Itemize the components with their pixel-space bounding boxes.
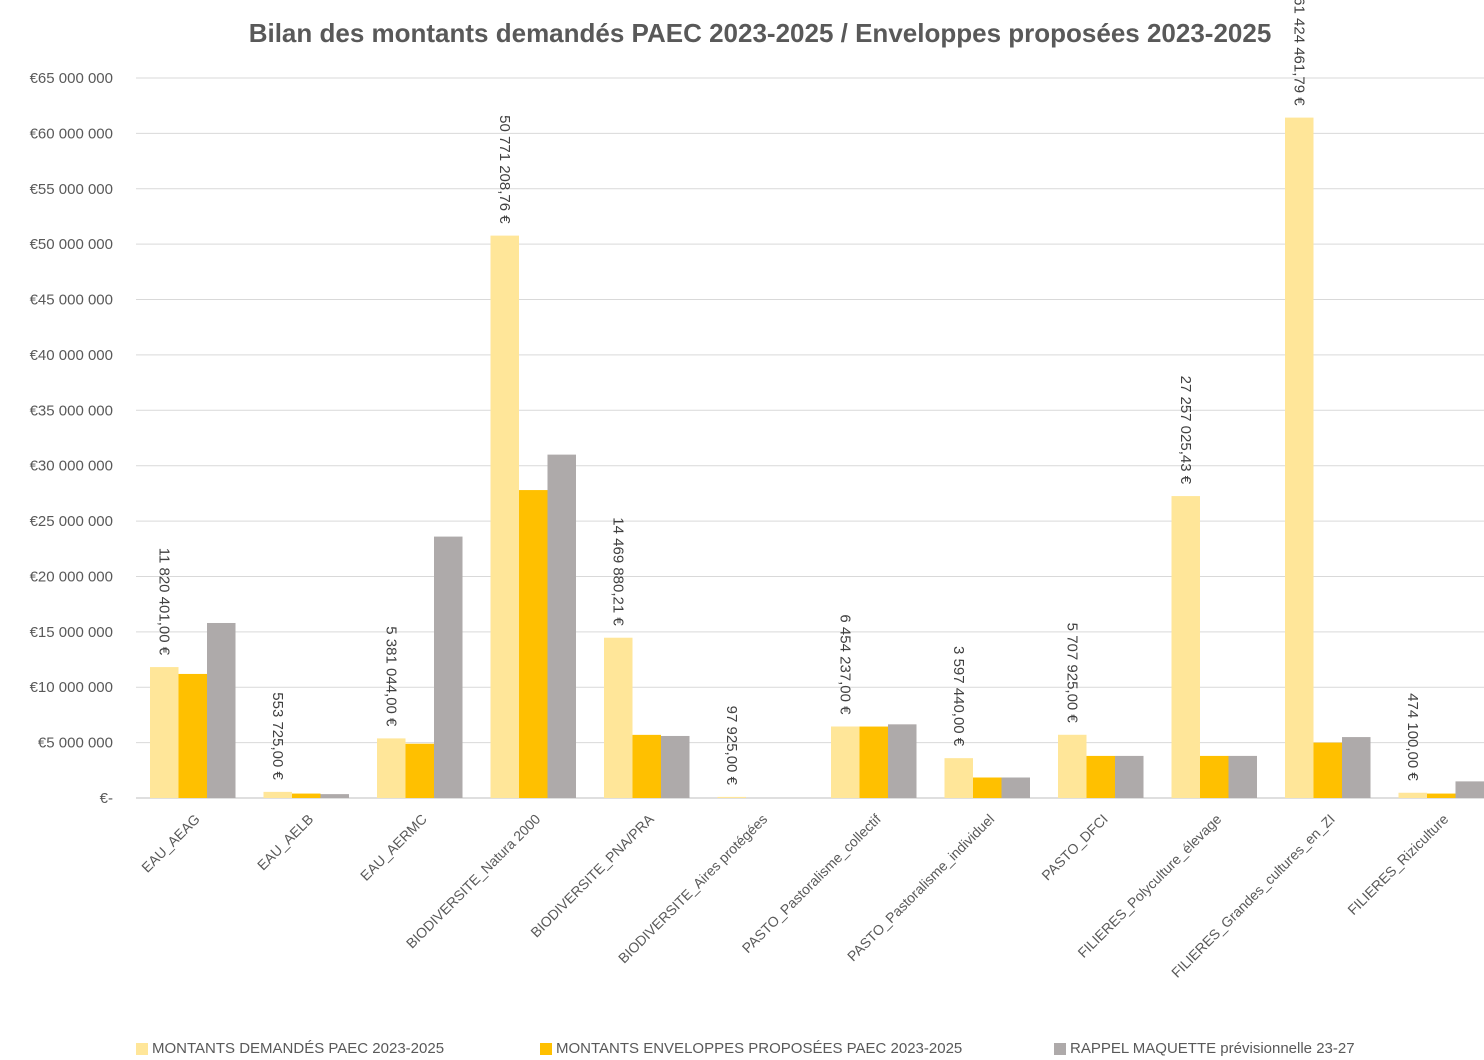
bar — [377, 738, 406, 798]
data-label: 5 381 044,00 € — [382, 626, 399, 727]
chart-title: Bilan des montants demandés PAEC 2023-20… — [249, 18, 1272, 48]
bar — [831, 726, 860, 798]
bar — [292, 793, 321, 798]
bar — [888, 724, 917, 798]
bar — [1001, 777, 1030, 798]
bar — [604, 637, 633, 798]
legend-label-enveloppes: MONTANTS ENVELOPPES PROPOSÉES PAEC 2023-… — [556, 1040, 963, 1057]
bar — [490, 235, 519, 799]
legend-label-demandes: MONTANTS DEMANDÉS PAEC 2023-2025 — [152, 1040, 445, 1057]
legend-swatch-demandes — [136, 1042, 148, 1055]
x-tick-label: BIODIVERSITE_PNA/PRA — [527, 810, 657, 940]
data-labels: 11 820 401,00 € 553 725,00 € 5 381 044,00 … — [155, 0, 1421, 786]
bar — [944, 758, 973, 798]
bar — [1342, 737, 1371, 798]
y-tick-label: €55 000 000 — [30, 181, 113, 198]
data-label: 61 424 461,79 € — [1290, 0, 1307, 106]
legend-label-maquette: RAPPEL MAQUETTE prévisionnelle 23-27 — [1070, 1040, 1355, 1057]
bars — [150, 117, 1484, 799]
bar — [1427, 793, 1456, 798]
data-label: 6 454 237,00 € — [836, 614, 853, 715]
bar — [405, 743, 434, 798]
bar — [1115, 755, 1144, 798]
bar — [1285, 117, 1314, 799]
x-tick-label: EAU_AELB — [254, 811, 316, 873]
y-tick-label: €40 000 000 — [30, 347, 113, 364]
legend-item-maquette: RAPPEL MAQUETTE prévisionnelle 23-27 — [1054, 1040, 1355, 1057]
legend-swatch-maquette — [1054, 1042, 1066, 1055]
data-label: 474 100,00 € — [1404, 693, 1421, 781]
y-tick-label: €15 000 000 — [30, 624, 113, 641]
bar — [859, 726, 888, 798]
bar — [661, 735, 690, 798]
data-label: 3 597 440,00 € — [950, 646, 967, 747]
x-axis: EAU_AEAG EAU_AELB EAU_AERMCBIODIVERSITE_Na… — [138, 810, 1451, 980]
bar — [434, 536, 463, 798]
x-tick-label: EAU_AERMC — [357, 811, 430, 884]
bar — [1398, 792, 1427, 798]
gridlines — [136, 77, 1484, 799]
y-tick-label: €10 000 000 — [30, 679, 113, 696]
bar — [1228, 755, 1257, 798]
bar — [1171, 496, 1200, 798]
y-tick-label: €30 000 000 — [30, 458, 113, 475]
y-tick-label: €60 000 000 — [30, 125, 113, 142]
legend: MONTANTS DEMANDÉS PAEC 2023-2025 MONTANT… — [0, 1040, 1484, 1060]
bar — [207, 622, 236, 798]
bar — [973, 777, 1002, 798]
bar — [1313, 742, 1342, 798]
y-tick-label: €45 000 000 — [30, 292, 113, 309]
y-tick-label: €35 000 000 — [30, 402, 113, 419]
bar — [150, 667, 179, 798]
bar — [1058, 734, 1087, 798]
bar — [547, 454, 576, 798]
x-tick-label: EAU_AEAG — [138, 811, 203, 876]
bar — [263, 791, 292, 798]
legend-item-demandes: MONTANTS DEMANDÉS PAEC 2023-2025 — [136, 1040, 444, 1057]
y-tick-label: €65 000 000 — [30, 70, 113, 87]
bar — [1200, 755, 1229, 798]
data-label: 97 925,00 € — [723, 706, 740, 786]
legend-item-enveloppes: MONTANTS ENVELOPPES PROPOSÉES PAEC 2023-… — [540, 1040, 962, 1057]
x-tick-label: PASTO_DFCI — [1038, 811, 1111, 884]
bar — [632, 734, 661, 798]
y-tick-label: €20 000 000 — [30, 568, 113, 585]
data-label: 27 257 025,43 € — [1177, 376, 1194, 485]
bar — [1455, 781, 1484, 798]
bar — [1086, 755, 1115, 798]
data-label: 553 725,00 € — [269, 692, 286, 780]
bar — [519, 490, 548, 798]
bar — [717, 796, 746, 798]
bar — [320, 794, 349, 798]
data-label: 11 820 401,00 € — [155, 548, 172, 656]
x-tick-label: BIODIVERSITE_Natura 2000 — [403, 811, 544, 952]
legend-swatch-enveloppes — [540, 1042, 552, 1055]
bar — [178, 673, 207, 798]
data-label: 50 771 208,76 € — [496, 115, 513, 224]
data-label: 14 469 880,21 € — [609, 517, 626, 626]
x-tick-label: FILIERES_Riziculture — [1344, 811, 1451, 918]
y-axis: €- €5 000 000 €10 000 000 €15 000 000 €20 00… — [30, 70, 113, 807]
y-tick-label: €- — [100, 790, 113, 807]
y-tick-label: €25 000 000 — [30, 513, 113, 530]
y-tick-label: €5 000 000 — [38, 735, 113, 752]
y-tick-label: €50 000 000 — [30, 236, 113, 253]
data-label: 5 707 925,00 € — [1063, 623, 1080, 724]
